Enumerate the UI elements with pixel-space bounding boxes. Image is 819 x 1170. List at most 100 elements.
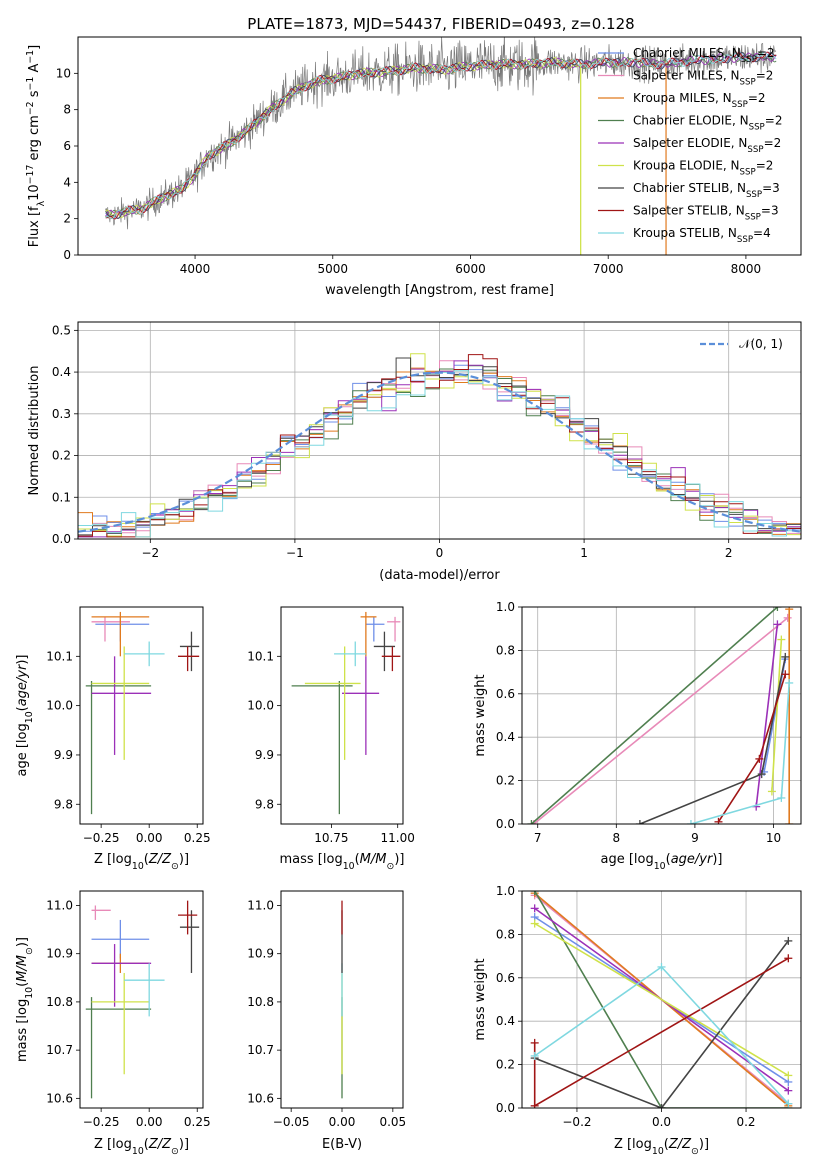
axes-frame xyxy=(77,321,802,540)
y-tick-label: 0.4 xyxy=(496,1014,515,1028)
y-tick-label: 1.0 xyxy=(496,600,515,614)
y-tick-label: 0.6 xyxy=(496,687,515,701)
x-axis-label: age [log10(age/yr)] xyxy=(600,852,722,872)
y-tick-label: 9.9 xyxy=(255,748,274,762)
panel-massweight_vs_age: 7 8 9 10 0.0 0.2 0.4 0.6 0.8 1.0 age [log10(age/yr… xyxy=(473,600,802,872)
plot-area xyxy=(85,900,200,1099)
y-tick-label: 10.0 xyxy=(247,699,274,713)
x-tick-label: 9 xyxy=(691,831,699,845)
x-tick-label: 0.25 xyxy=(184,831,211,845)
y-tick-label: 11.0 xyxy=(247,898,274,912)
y-tick-label: 0.3 xyxy=(52,407,71,421)
x-axis-label: Z [log10(Z/Z⊙)] xyxy=(614,1137,709,1157)
y-tick-label: 0.2 xyxy=(496,774,515,788)
axes-frame xyxy=(521,890,802,1109)
x-tick-label: −2 xyxy=(141,546,159,560)
y-tick-label: 0.4 xyxy=(496,730,515,744)
x-tick-label: 1 xyxy=(580,546,588,560)
legend-label-normal: 𝒩(0, 1) xyxy=(739,337,783,351)
model-line-kroupa-elodie xyxy=(105,57,582,255)
panel-age_vs_mass: 10.75 11.00 9.8 9.9 10.0 10.1 mass [log10(M/M⊙… xyxy=(247,606,415,872)
x-tick-label: 7000 xyxy=(593,262,624,276)
x-tick-label: 2 xyxy=(725,546,733,560)
y-tick-label: 10.1 xyxy=(46,649,73,663)
x-axis-label: (data-model)/error xyxy=(379,568,500,583)
y-tick-label: 10.7 xyxy=(247,1043,274,1057)
plot-area xyxy=(85,611,200,815)
y-tick-label: 4 xyxy=(63,175,71,189)
model-line-kroupa-miles xyxy=(105,57,667,255)
x-tick-label: −0.2 xyxy=(562,1115,591,1129)
y-tick-label: 1.0 xyxy=(496,884,515,898)
x-tick-label: 8000 xyxy=(731,262,762,276)
y-axis-label: Flux [fλ10−17 erg cm−2 s−1 A−1] xyxy=(25,45,47,247)
figure-title: PLATE=1873, MJD=54437, FIBERID=0493, z=0… xyxy=(247,15,634,33)
axes-frame xyxy=(79,606,204,825)
y-axis-label: mass weight xyxy=(473,958,488,1040)
y-axis-label: age [log10(age/yr)] xyxy=(15,654,35,776)
y-axis-label: mass [log10(M/M⊙)] xyxy=(15,937,35,1062)
y-tick-label: 0.0 xyxy=(496,1101,515,1115)
x-tick-label: 11.00 xyxy=(381,831,415,845)
y-tick-label: 10 xyxy=(56,66,71,80)
x-tick-label: 0.00 xyxy=(136,1115,163,1129)
legend-label-salpeter-miles: Salpeter MILES, NSSP=2 xyxy=(633,69,773,88)
model-line-chabrier-stelib xyxy=(105,51,777,219)
y-tick-label: 10.6 xyxy=(46,1091,73,1105)
legend-label-kroupa-elodie: Kroupa ELODIE, NSSP=2 xyxy=(633,159,773,178)
y-tick-label: 0.6 xyxy=(496,971,515,985)
y-tick-label: 10.8 xyxy=(46,995,73,1009)
x-tick-label: 8 xyxy=(612,831,620,845)
y-tick-label: 0.0 xyxy=(496,817,515,831)
x-axis-label: wavelength [Angstrom, rest frame] xyxy=(325,283,554,298)
legend-label-kroupa-miles: Kroupa MILES, NSSP=2 xyxy=(633,91,766,110)
x-axis-label: Z [log10(Z/Z⊙)] xyxy=(94,1137,189,1157)
x-axis-label: Z [log10(Z/Z⊙)] xyxy=(94,852,189,872)
x-tick-label: 5000 xyxy=(317,262,348,276)
model-line-kroupa-stelib xyxy=(105,51,777,220)
y-tick-label: 0.0 xyxy=(52,532,71,546)
y-tick-label: 0.8 xyxy=(496,643,515,657)
x-tick-label: 0.0 xyxy=(652,1115,671,1129)
y-tick-label: 0.4 xyxy=(52,365,71,379)
legend-label-chabrier-miles: Chabrier MILES, NSSP=2 xyxy=(633,46,775,65)
weight-line-salpeter-elodie xyxy=(755,624,779,807)
axes-frame xyxy=(280,606,404,825)
weight-line-salpeter-miles xyxy=(533,617,789,824)
plot-area xyxy=(522,607,801,824)
plot-area xyxy=(105,37,777,255)
x-tick-label: 7 xyxy=(534,831,542,845)
legend-label-kroupa-stelib: Kroupa STELIB, NSSP=4 xyxy=(633,226,771,245)
y-tick-label: 0.2 xyxy=(496,1058,515,1072)
weight-line-chabrier-stelib xyxy=(534,940,789,1108)
y-tick-label: 0.8 xyxy=(496,927,515,941)
x-tick-label: 10 xyxy=(766,831,781,845)
y-tick-label: 10.9 xyxy=(46,947,73,961)
x-tick-label: 10.75 xyxy=(314,831,348,845)
y-tick-label: 10.9 xyxy=(247,947,274,961)
legend-label-salpeter-stelib: Salpeter STELIB, NSSP=3 xyxy=(633,204,779,223)
panel-spectrum: 4000 5000 6000 7000 8000 0 2 4 6 8 10 wavelength [A… xyxy=(25,36,802,298)
y-tick-label: 0.2 xyxy=(52,449,71,463)
panel-age_vs_Z: −0.25 0.00 0.25 9.8 9.9 10.0 10.1 Z [log10(Z/Z⊙… xyxy=(15,606,211,872)
weight-line-chabrier-elodie xyxy=(534,891,789,1108)
weight-line-kroupa-elodie xyxy=(771,639,783,792)
x-tick-label: 6000 xyxy=(455,262,486,276)
axes-frame xyxy=(79,890,204,1109)
y-tick-label: 10.0 xyxy=(46,699,73,713)
y-tick-label: 0.1 xyxy=(52,490,71,504)
y-tick-label: 10.6 xyxy=(247,1091,274,1105)
x-tick-label: 0.00 xyxy=(136,831,163,845)
x-tick-label: 4000 xyxy=(180,262,211,276)
y-axis-label: mass weight xyxy=(473,674,488,756)
legend: Chabrier MILES, NSSP=2 Salpeter MILES, NS… xyxy=(598,46,782,245)
y-tick-label: 10.7 xyxy=(46,1043,73,1057)
x-tick-label: 0.2 xyxy=(736,1115,755,1129)
x-axis-label: E(B-V) xyxy=(322,1137,362,1152)
axes-frame xyxy=(521,606,802,825)
y-tick-label: 9.9 xyxy=(54,748,73,762)
y-tick-label: 0 xyxy=(63,248,71,262)
x-axis-label: mass [log10(M/M⊙)] xyxy=(280,852,405,872)
x-tick-label: 0 xyxy=(436,546,444,560)
